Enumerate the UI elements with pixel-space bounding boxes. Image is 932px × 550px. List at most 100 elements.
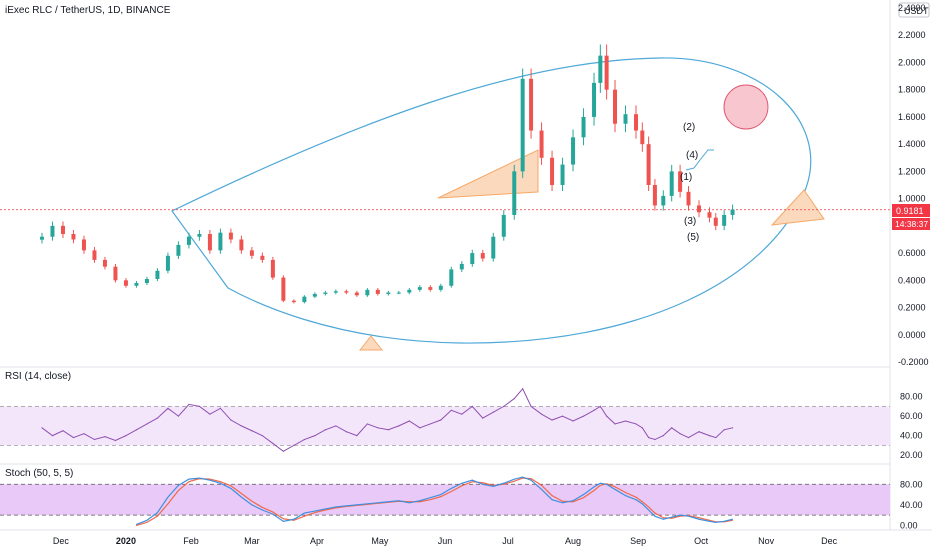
candle-body: [604, 55, 609, 90]
stoch-d-point: [198, 478, 200, 480]
candle-body: [386, 292, 391, 294]
price-tick-label: 2.0000: [898, 57, 926, 67]
rsi-point: [198, 405, 201, 407]
wave-label-1: (1): [680, 172, 692, 183]
stoch-tick-label: 40.00: [900, 500, 923, 510]
rsi-point: [335, 425, 337, 427]
candle-body: [592, 82, 597, 117]
rsi-point: [114, 439, 117, 442]
rsi-point: [708, 435, 711, 437]
rsi-point: [641, 427, 643, 429]
candle-body: [571, 137, 576, 165]
stoch-d-point: [293, 519, 295, 521]
stoch-k-point: [648, 509, 650, 511]
stoch-d-point: [513, 480, 515, 482]
rsi-point: [648, 436, 650, 439]
wave-label-5: (5): [687, 232, 699, 243]
stoch-k-point: [732, 518, 734, 520]
stoch-k-point: [419, 500, 421, 502]
time-tick-label: Dec: [821, 536, 838, 546]
stoch-k-point: [593, 486, 595, 488]
price-tick-label: 1.6000: [898, 112, 926, 122]
price-tick-label: 2.2000: [898, 30, 926, 40]
candle-body: [417, 287, 422, 290]
candle-body: [480, 253, 485, 259]
rsi-point: [209, 413, 211, 415]
rsi-point: [662, 435, 664, 437]
candle-body: [396, 292, 401, 294]
stoch-k-point: [641, 503, 643, 505]
stoch-k-point: [679, 514, 681, 516]
currency-box[interactable]: [898, 2, 930, 18]
elliptical-drawing[interactable]: [171, 57, 812, 344]
rsi-point: [219, 407, 222, 409]
stoch-d-point: [282, 518, 284, 520]
rsi-point: [482, 417, 484, 419]
stoch-d-point: [541, 484, 543, 486]
stoch-k-point: [146, 519, 148, 521]
candle-body: [707, 212, 712, 218]
rsi-point: [188, 403, 190, 406]
candle-body: [646, 144, 651, 185]
stoch-d-point: [251, 500, 253, 502]
triangle-drawing-right[interactable]: [770, 189, 825, 226]
rsi-point: [513, 397, 515, 400]
rsi-point: [177, 415, 180, 417]
rsi-point: [671, 427, 673, 429]
stoch-d-point: [167, 503, 169, 505]
countdown-text: 14:38:37: [895, 219, 928, 229]
time-tick-label: Feb: [183, 536, 199, 546]
stoch-k-point: [599, 482, 601, 484]
stoch-k-point: [522, 476, 524, 478]
rsi-point: [303, 438, 305, 441]
candle-body: [623, 114, 628, 124]
rsi-point: [492, 411, 494, 413]
stoch-d-point: [599, 484, 601, 486]
candle-body: [113, 266, 118, 281]
stoch-d-point: [377, 502, 379, 504]
rsi-point: [614, 423, 616, 425]
stoch-d-point: [583, 497, 585, 499]
stoch-d-point: [562, 500, 564, 502]
stoch-d-point: [654, 512, 656, 514]
wave-labels: (2) (4) (1) (3) (5): [680, 122, 699, 243]
candle-body: [652, 185, 657, 206]
stoch-k-point: [188, 478, 190, 480]
stoch-d-point: [593, 489, 595, 491]
rsi-point: [156, 417, 159, 419]
stoch-d-point: [440, 496, 442, 498]
stoch-k-point: [562, 502, 564, 504]
rsi-point: [731, 427, 734, 429]
price-tick-label: 1.8000: [898, 85, 926, 95]
candle-body: [323, 292, 328, 294]
stoch-d-point: [408, 501, 410, 503]
candle-body: [50, 225, 55, 237]
circle-drawing[interactable]: [723, 84, 769, 130]
stoch-k-point: [324, 508, 326, 510]
price-tick-label: 2.4000: [898, 3, 926, 13]
stoch-k-point: [209, 479, 211, 481]
candle-body: [102, 259, 107, 267]
stoch-band: [0, 484, 890, 516]
time-axis: Dec 2020 Feb Mar Apr May Jun Jul Aug Sep Oct Nov Dec: [53, 536, 838, 546]
rsi-point: [698, 431, 700, 433]
stoch-d-point: [471, 481, 473, 483]
stoch-k-point: [156, 512, 158, 514]
time-tick-label: Aug: [565, 536, 581, 546]
rsi-point: [93, 438, 96, 441]
time-tick-label: Oct: [694, 536, 709, 546]
rsi-point: [240, 425, 242, 427]
rsi-points-layer: [41, 388, 734, 452]
stoch-d-point: [732, 519, 734, 521]
stoch-k-point: [541, 488, 543, 490]
stoch-d-point: [387, 501, 389, 503]
rsi-point: [503, 405, 505, 407]
stoch-k-point: [314, 510, 316, 512]
candle-body: [696, 205, 701, 213]
triangle-drawing-bottom[interactable]: [358, 335, 384, 351]
stoch-axis: 80.00 40.00 0.00: [900, 479, 923, 530]
stoch-tick-label: 80.00: [900, 479, 923, 489]
current-price-text: 0.9181: [896, 206, 924, 216]
rsi-point: [461, 413, 463, 415]
